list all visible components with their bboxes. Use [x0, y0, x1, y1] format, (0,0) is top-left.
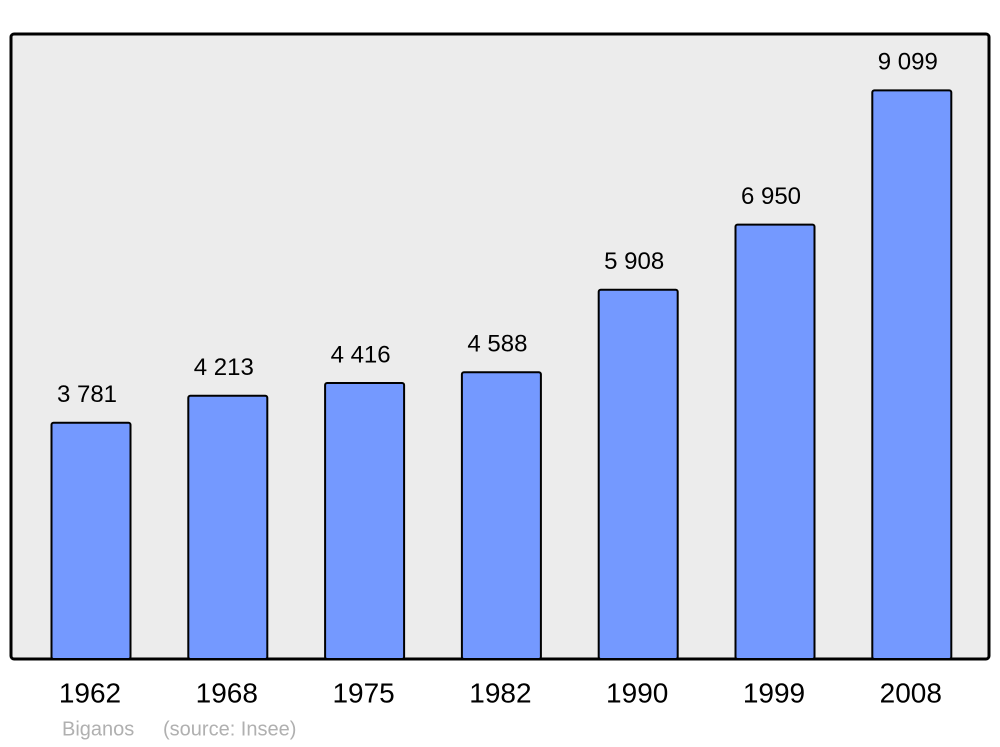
value-label: 4 213: [194, 354, 254, 381]
bar: [324, 382, 406, 660]
x-tick-label: 1962: [59, 677, 121, 708]
bar: [597, 288, 679, 660]
caption: Biganos: [62, 718, 134, 740]
x-tick-label: 1982: [469, 677, 531, 708]
bar: [871, 89, 953, 660]
value-label: 3 781: [57, 381, 117, 408]
value-label: 4 588: [467, 331, 527, 358]
value-label: 6 950: [741, 183, 801, 210]
value-label: 4 416: [331, 341, 391, 368]
bar: [187, 394, 269, 660]
bar: [50, 421, 132, 660]
value-label: 5 908: [604, 248, 664, 275]
bar: [460, 371, 542, 660]
x-tick-label: 2008: [880, 677, 942, 708]
x-tick-label: 1968: [196, 677, 258, 708]
x-tick-label: 1999: [743, 677, 805, 708]
x-tick-label: 1975: [332, 677, 394, 708]
value-label: 9 099: [878, 49, 938, 76]
source: (source: Insee): [163, 718, 296, 740]
bar: [734, 223, 816, 660]
x-tick-label: 1990: [606, 677, 668, 708]
